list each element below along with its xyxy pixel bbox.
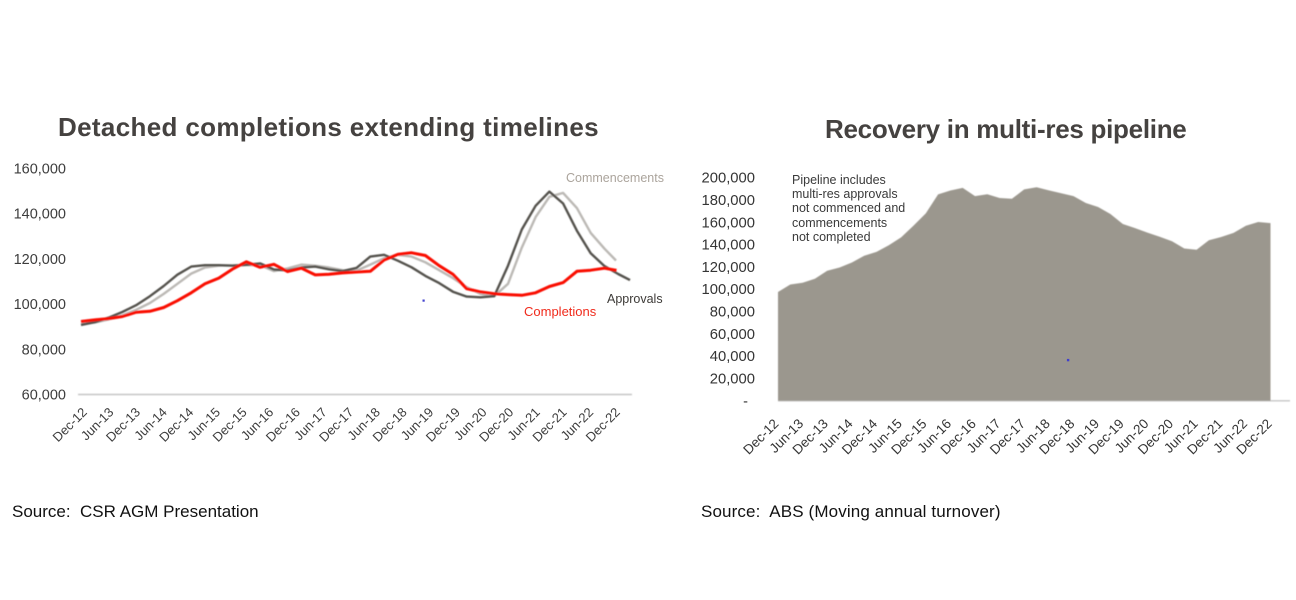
- svg-text:60,000: 60,000: [710, 327, 755, 343]
- svg-text:80,000: 80,000: [710, 305, 755, 321]
- svg-text:-: -: [743, 394, 748, 410]
- svg-text:140,000: 140,000: [14, 207, 66, 223]
- svg-text:40,000: 40,000: [710, 349, 755, 365]
- svg-text:20,000: 20,000: [710, 372, 755, 388]
- svg-text:Completions: Completions: [524, 304, 597, 319]
- svg-text:120,000: 120,000: [14, 252, 66, 268]
- svg-text:160,000: 160,000: [14, 162, 66, 178]
- svg-text:100,000: 100,000: [14, 297, 66, 313]
- svg-text:Approvals: Approvals: [607, 292, 663, 306]
- svg-text:200,000: 200,000: [702, 171, 756, 187]
- svg-text:160,000: 160,000: [702, 215, 756, 231]
- svg-text:180,000: 180,000: [702, 193, 756, 209]
- svg-text:120,000: 120,000: [702, 260, 756, 276]
- svg-text:60,000: 60,000: [22, 388, 66, 404]
- svg-text:100,000: 100,000: [702, 282, 756, 298]
- svg-text:Commencements: Commencements: [566, 171, 664, 185]
- svg-text:80,000: 80,000: [22, 342, 66, 358]
- svg-text:140,000: 140,000: [702, 238, 756, 254]
